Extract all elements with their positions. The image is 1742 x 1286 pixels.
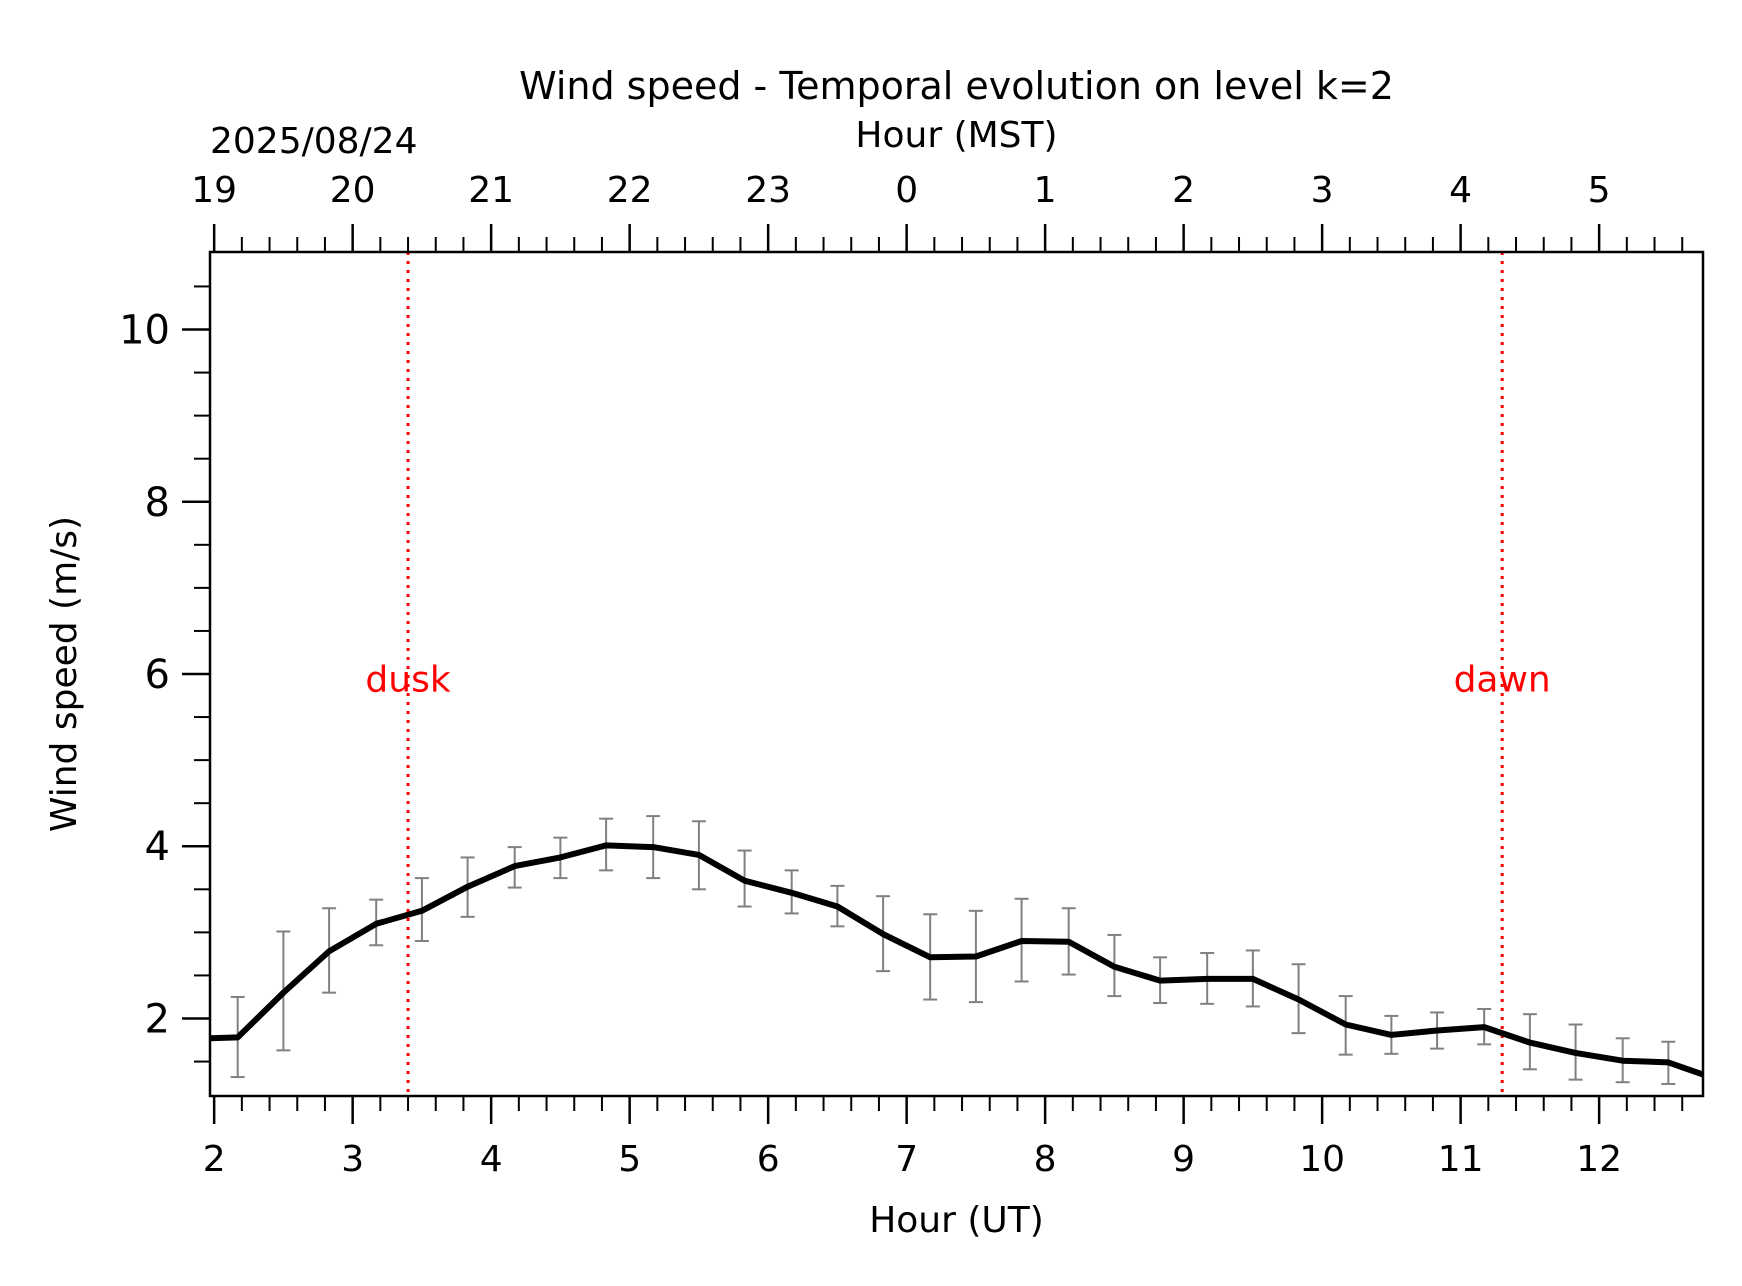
y-tick-label: 6 [145,652,170,698]
y-tick-label: 8 [145,480,170,526]
top-axis-date-label: 2025/08/24 [210,121,418,162]
x-tick-label: 7 [895,1139,918,1180]
annotation-label-dawn: dawn [1454,659,1551,700]
top-tick-label: 20 [330,170,376,211]
annotation-label-dusk: dusk [365,659,450,700]
top-tick-label: 21 [468,170,514,211]
top-tick-label: 19 [191,170,237,211]
x-tick-label: 12 [1576,1139,1622,1180]
x-tick-label: 8 [1034,1139,1057,1180]
series-lines [210,842,1703,1078]
series-line-wind-speed [210,842,1703,1078]
top-tick-label: 4 [1449,170,1472,211]
top-tick-label: 0 [895,170,918,211]
x-axis-label: Hour (UT) [869,1200,1044,1241]
x-tick-label: 9 [1172,1139,1195,1180]
top-tick-label: 3 [1311,170,1334,211]
x-tick-label: 2 [203,1139,226,1180]
top-tick-label: 22 [607,170,653,211]
x-tick-label: 4 [480,1139,503,1180]
x-tick-label: 10 [1299,1139,1345,1180]
top-tick-label: 1 [1034,170,1057,211]
top-axis-label: Hour (MST) [855,115,1057,156]
y-tick-label: 2 [145,996,170,1042]
chart-title: Wind speed - Temporal evolution on level… [519,64,1394,108]
top-tick-label: 2 [1172,170,1195,211]
y-tick-label: 10 [119,308,170,354]
annotation-lines [406,252,1504,1096]
x-tick-label: 11 [1438,1139,1484,1180]
x-tick-label: 3 [341,1139,364,1180]
error-bars [230,815,1676,1085]
x-tick-label: 6 [757,1139,780,1180]
y-axis-label: Wind speed (m/s) [44,516,85,832]
y-tick-label: 4 [145,824,170,870]
axis-ticks [182,224,1684,1124]
x-tick-label: 5 [618,1139,641,1180]
top-tick-label: 5 [1588,170,1611,211]
top-tick-label: 23 [745,170,791,211]
